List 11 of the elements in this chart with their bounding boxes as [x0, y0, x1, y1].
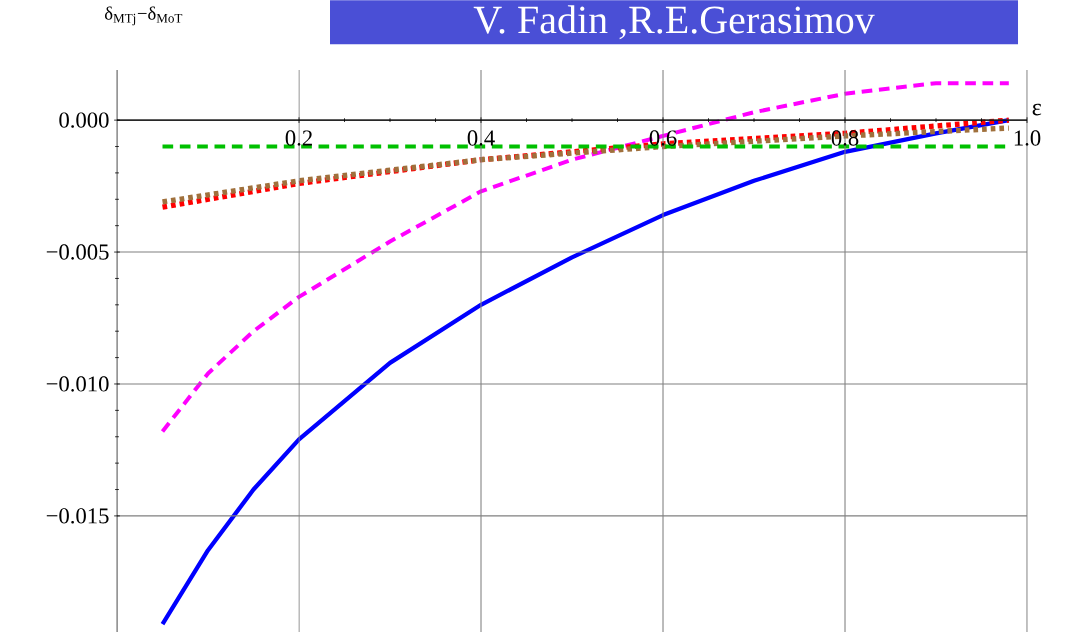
y-tick-label: 0.000	[59, 112, 109, 128]
y-tick-label: −0.015	[46, 508, 109, 524]
x-tick-label: 0.2	[285, 130, 312, 146]
y-axis-title: δ$_{MTj}$−δ$_{MoT}$	[104, 6, 183, 26]
x-tick-label: 0.8	[831, 130, 859, 146]
y-tick-label: −0.010	[46, 376, 109, 392]
x-tick-label: 0.4	[467, 130, 495, 146]
chart-title: V. Fadin ,R.E.Gerasimov	[473, 5, 875, 40]
x-axis-title: ε	[1032, 103, 1042, 116]
y-tick-label: −0.005	[46, 244, 109, 260]
x-tick-label: 1.0	[1014, 130, 1041, 146]
